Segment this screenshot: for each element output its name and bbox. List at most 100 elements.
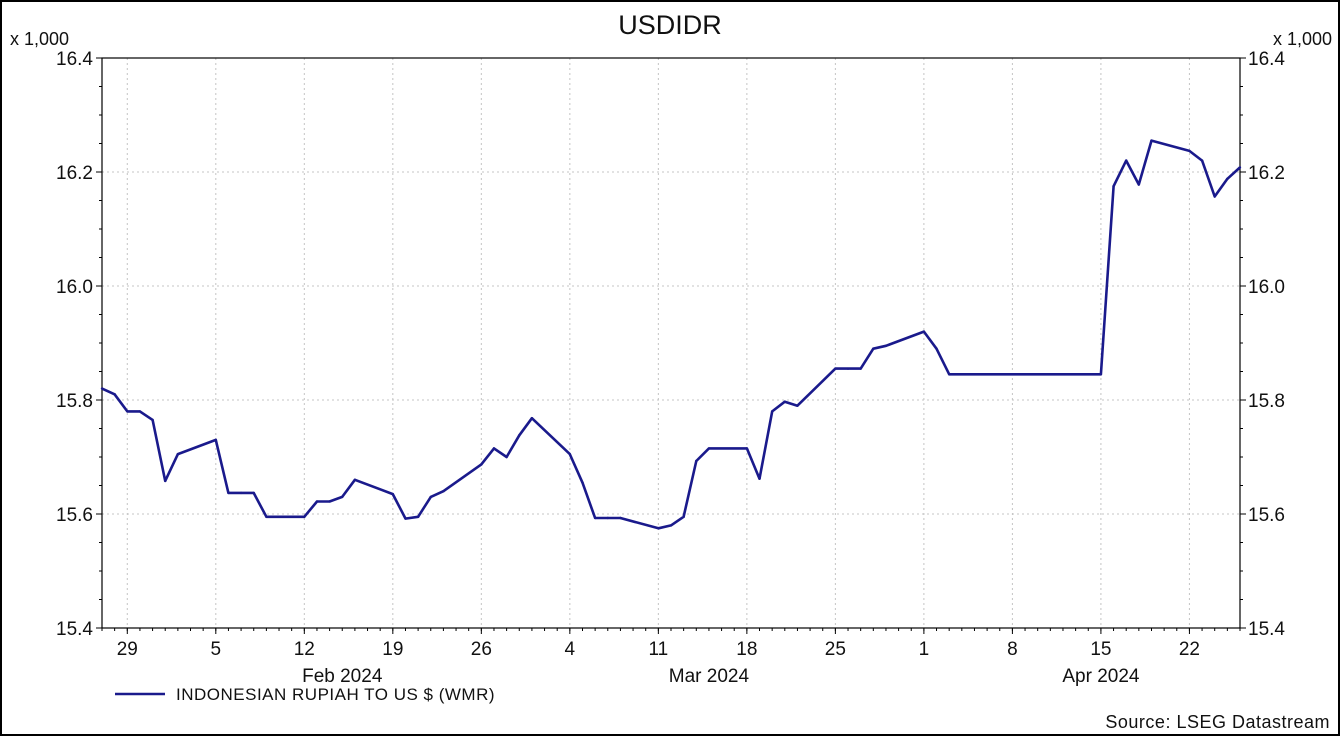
data-point [518,434,521,437]
y-tick-label-left: 16.0 [56,277,93,298]
month-labels: Feb 2024 Mar 2024 Apr 2024 [302,666,1140,687]
data-point [391,492,395,496]
data-point [1200,159,1204,162]
plot-border [101,57,1241,629]
data-point [328,500,331,503]
data-point [682,515,685,519]
data-point [922,330,926,333]
y-tick-label-left: 15.8 [56,391,93,412]
data-point [252,491,255,495]
source-note: Source: LSEG Datastream [1105,712,1330,732]
data-point [480,463,483,466]
data-point [176,452,180,456]
y-tick-label-right: 15.8 [1248,391,1285,412]
data-point [151,418,154,422]
data-point [1188,149,1191,153]
data-point [1213,195,1216,198]
y-tick-label-left: 15.4 [56,619,93,640]
left-axis-unit: x 1,000 [10,29,69,49]
y-tick-label-left: 16.4 [56,49,93,70]
data-point [341,495,344,499]
data-point [947,373,951,376]
data-point [619,516,622,520]
data-point [239,491,243,495]
data-point [796,404,799,407]
data-point [126,410,129,413]
data-point [935,347,938,350]
y-tick-label-right: 16.0 [1248,277,1285,298]
data-point [1137,183,1141,186]
series-lines [100,139,1242,530]
right-axis-unit: x 1,000 [1273,29,1332,49]
x-tick-label: 15 [1090,639,1111,660]
plot-area [101,57,1241,629]
x-tick-label: 1 [919,639,930,660]
data-point [872,347,875,350]
y-axis-ticks: 15.4 15.4 15.6 15.6 15.8 15.8 16.0 16.0 16.2 16.2… [56,49,1285,640]
legend-label: INDONESIAN RUPIAH TO US $ (WMR) [176,685,495,704]
x-tick-label: 18 [736,639,757,660]
data-point [695,459,698,463]
x-tick-label: 29 [117,639,138,660]
y-tick-label-left: 15.6 [56,505,93,526]
data-point [593,516,597,520]
data-point [859,367,862,370]
data-point [770,410,774,413]
y-tick-label-left: 16.2 [56,163,93,184]
x-tick-label: 8 [1007,639,1018,660]
data-point [404,517,407,520]
month-label: Feb 2024 [302,666,383,687]
x-tick-label: 12 [294,639,315,660]
data-point [492,447,496,450]
series-line [101,139,1241,530]
data-point [265,515,268,519]
grid-lines [102,58,1240,628]
data-point [884,344,888,348]
x-tick-label: 19 [382,639,403,660]
y-tick-label-right: 16.4 [1248,49,1285,70]
month-label: Apr 2024 [1062,666,1140,687]
y-tick-label-right: 15.6 [1248,505,1285,526]
legend: INDONESIAN RUPIAH TO US $ (WMR) [115,685,495,704]
chart-title: USDIDR [618,10,722,40]
x-tick-label: 4 [565,639,576,660]
x-tick-label: 22 [1179,639,1200,660]
data-point [416,515,420,519]
data-point [758,477,761,480]
data-point [164,479,167,483]
data-point [1150,139,1153,142]
data-point [1112,185,1115,188]
data-point [606,516,609,520]
x-axis-ticks: 29 5 12 19 26 4 11 18 25 1 8 15 22 [101,628,1241,660]
y-tick-label-right: 16.2 [1248,163,1285,184]
month-label: Mar 2024 [669,666,750,687]
data-point [505,455,508,459]
data-point [315,500,319,503]
data-point [581,481,584,484]
x-tick-label: 11 [648,639,668,660]
data-point [303,515,306,519]
data-point [1125,159,1128,162]
data-point [442,490,445,493]
data-point [138,410,142,413]
data-point [1226,177,1229,181]
data-point [227,491,230,495]
data-point [353,478,357,481]
data-point [657,527,660,530]
data-point [783,400,786,403]
data-point [834,367,837,370]
data-point [669,524,673,527]
data-point [745,447,749,450]
data-point [1099,373,1103,376]
data-point [568,452,572,456]
x-tick-label: 25 [825,639,846,660]
x-tick-label: 26 [471,639,492,660]
x-tick-label: 5 [211,639,222,660]
y-tick-label-right: 15.4 [1248,619,1285,640]
data-point [429,495,432,499]
data-point [113,393,116,396]
data-point [846,367,850,370]
data-point [1238,166,1242,169]
